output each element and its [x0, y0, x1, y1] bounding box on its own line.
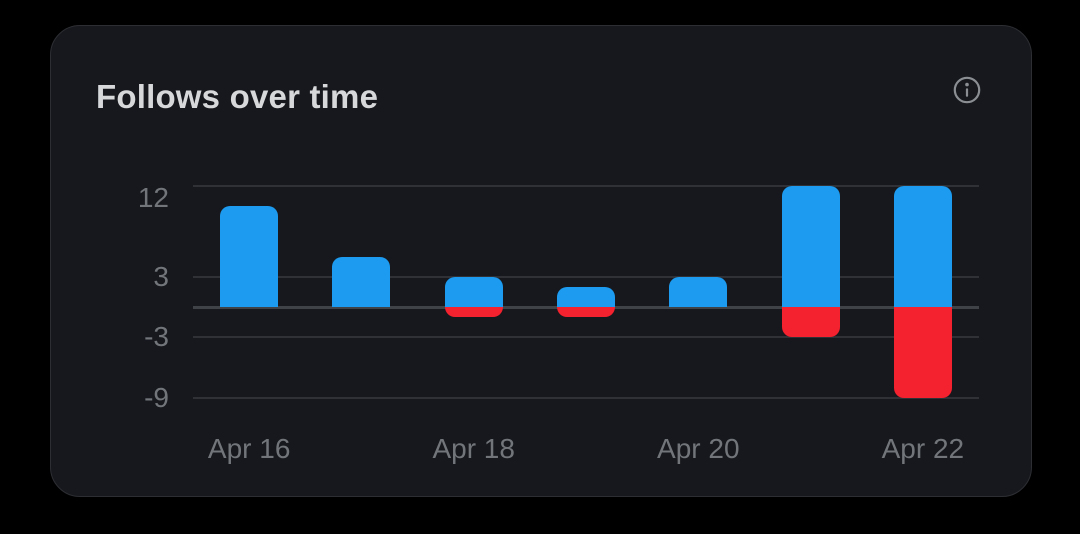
unfollows-bar-negative[interactable] — [781, 307, 840, 338]
y-axis-tick-label: -3 — [144, 321, 169, 353]
follows-over-time-chart: 12 3 -3 -9 Apr 16 Apr 18 Apr 20 Apr 22 — [51, 26, 1031, 496]
follows-bar-positive[interactable] — [332, 256, 391, 308]
gridline — [193, 275, 979, 278]
x-axis-tick-label: Apr 16 — [207, 433, 291, 464]
follows-bar-positive[interactable] — [557, 286, 615, 308]
follows-bar-positive[interactable] — [893, 186, 952, 308]
follows-bar-positive[interactable] — [444, 276, 503, 308]
unfollows-bar-negative[interactable] — [557, 307, 615, 318]
gridline — [193, 397, 979, 399]
x-axis-tick-label: Apr 22 — [881, 433, 965, 464]
x-axis-tick-label: Apr 20 — [657, 433, 740, 464]
follows-bar-positive[interactable] — [220, 206, 279, 308]
y-axis-tick-label: -9 — [144, 382, 169, 413]
unfollows-bar-negative[interactable] — [893, 307, 952, 398]
y-axis-tick-label: 12 — [137, 182, 169, 213]
x-axis-tick-label: Apr 18 — [432, 433, 515, 464]
info-circle-icon — [953, 76, 981, 104]
unfollows-bar-negative[interactable] — [444, 307, 503, 318]
follows-bar-positive[interactable] — [669, 276, 728, 308]
y-axis-tick-label: 3 — [153, 260, 169, 292]
follows-bar-positive[interactable] — [781, 186, 840, 308]
follows-analytics-card: Follows over time 12 3 -3 -9 Apr 16 Apr 18 Apr… — [50, 25, 1032, 497]
gridline — [193, 336, 979, 339]
chart-title: Follows over time — [96, 78, 379, 115]
info-button[interactable] — [950, 73, 984, 107]
gridline — [193, 185, 979, 187]
